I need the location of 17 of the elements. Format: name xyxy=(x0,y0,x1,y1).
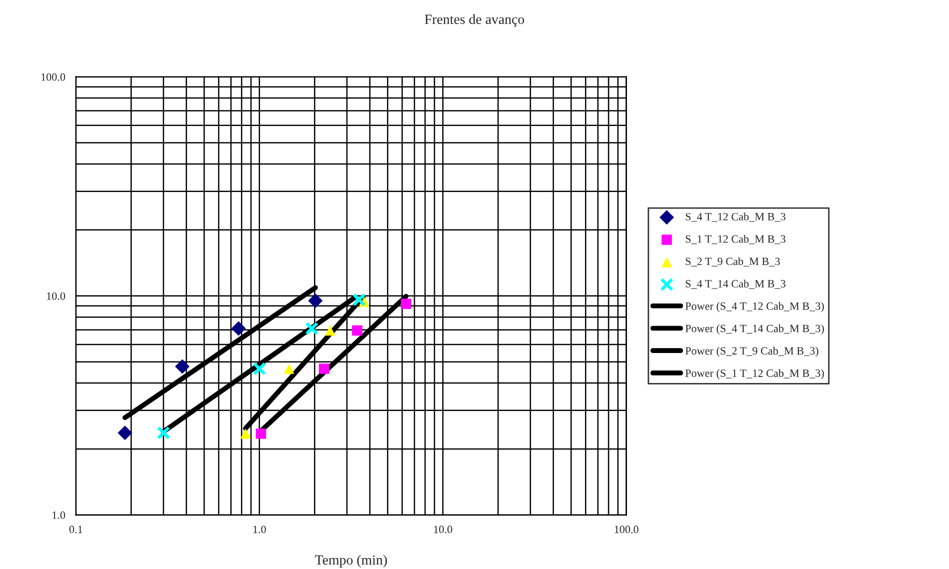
legend-label: S_1 T_12 Cab_M B_3 xyxy=(686,234,786,244)
legend-label: S_4 T_14 Cab_M B_3 xyxy=(686,280,786,289)
legend-label: Power (S_2 T_9 Cab_M B_3) xyxy=(685,346,818,357)
legend-label: S_2 T_9 Cab_M B_3 xyxy=(686,257,780,266)
y-tick-label: 10.0 xyxy=(47,292,66,300)
x-axis-title: Tempo (min) xyxy=(315,554,387,568)
legend-label: Power (S_4 T_14 Cab_M B_3) xyxy=(685,324,824,334)
x-tick-label: 100.0 xyxy=(614,526,638,534)
legend-label: Power (S_4 T_12 Cab_M B_3) xyxy=(685,302,824,312)
x-tick-label: 0.1 xyxy=(69,526,82,534)
legend-label: Power (S_1 T_12 Cab_M B_3) xyxy=(685,369,824,380)
x-tick-label: 1.0 xyxy=(253,526,266,534)
y-tick-label: 1.0 xyxy=(52,511,66,519)
x-tick-label: 10.0 xyxy=(434,526,452,534)
chart-title: Frentes de avanço xyxy=(424,14,524,27)
legend-label: S_4 T_12 Cab_M B_3 xyxy=(686,212,786,222)
y-tick-label: 100.0 xyxy=(41,73,66,81)
